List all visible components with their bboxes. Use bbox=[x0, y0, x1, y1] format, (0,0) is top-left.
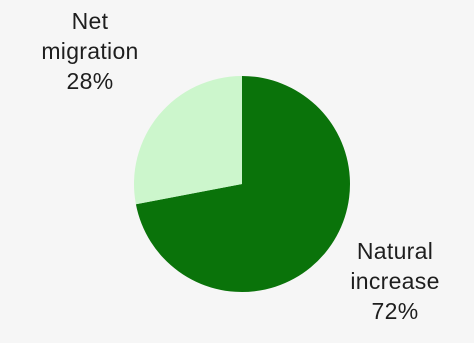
slice-label-net-migration-line-2: migration bbox=[41, 38, 139, 64]
slice-label-natural-increase-line-2: increase bbox=[350, 268, 440, 294]
pie-slice-net-migration bbox=[133, 75, 242, 205]
slice-value-natural-increase: 72% bbox=[371, 298, 419, 324]
slice-label-net-migration-line-1: Net bbox=[71, 8, 109, 34]
slice-label-natural-increase: Natural increase 72% bbox=[320, 236, 470, 326]
slice-label-natural-increase-line-1: Natural bbox=[356, 238, 434, 264]
pie-slice-natural-increase bbox=[135, 76, 350, 292]
pie-slices bbox=[133, 75, 350, 292]
slice-label-net-migration: Net migration 28% bbox=[20, 6, 160, 96]
slice-value-net-migration: 28% bbox=[66, 68, 114, 94]
